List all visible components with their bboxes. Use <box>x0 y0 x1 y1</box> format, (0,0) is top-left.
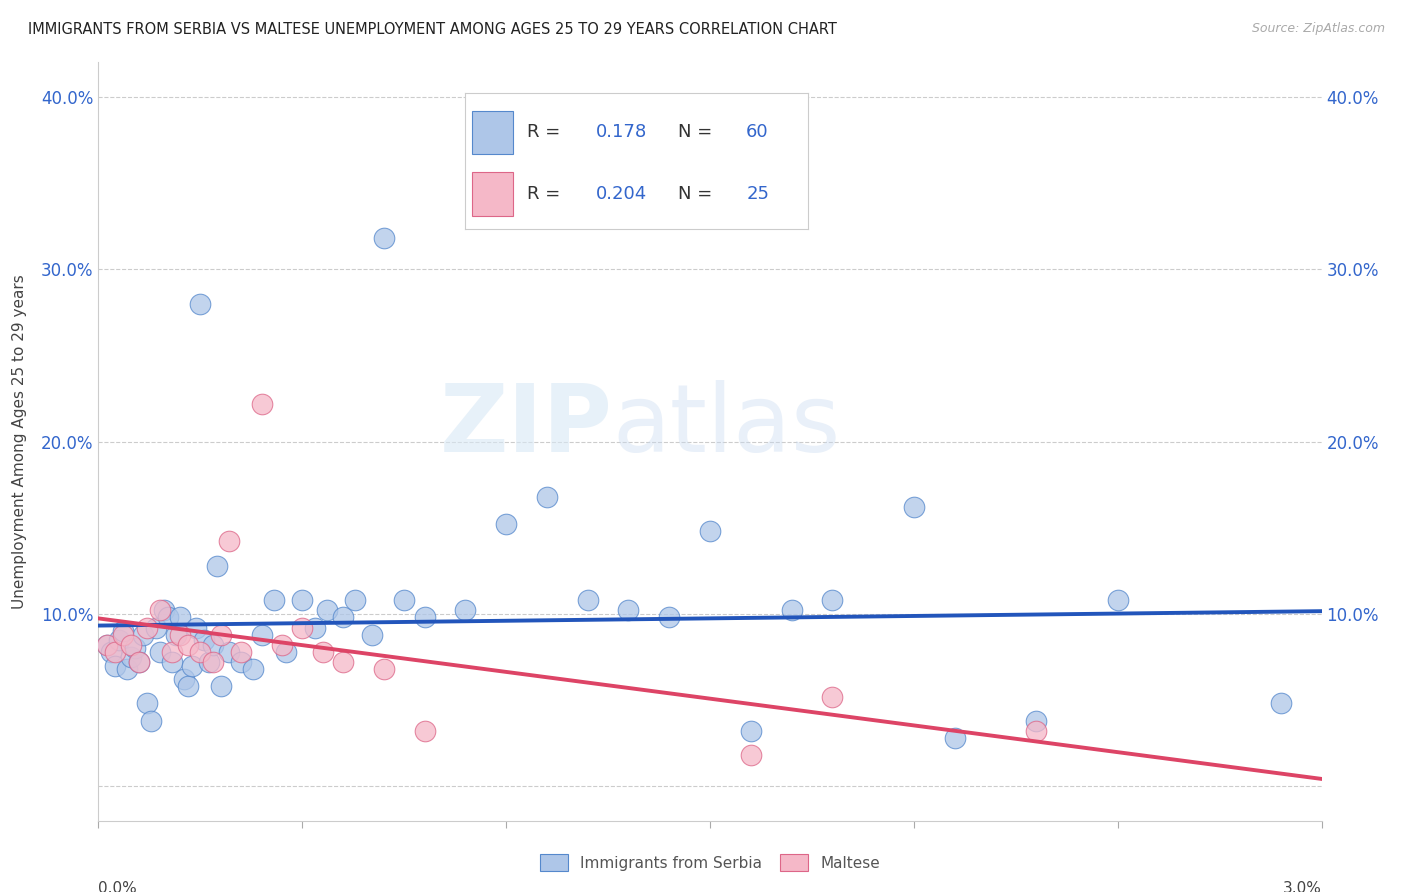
Point <box>201 655 224 669</box>
Point <box>173 673 195 687</box>
Point <box>128 655 150 669</box>
Text: 0.0%: 0.0% <box>98 881 138 892</box>
Point <box>740 748 762 763</box>
Point <box>201 638 224 652</box>
Point <box>218 534 240 549</box>
Point <box>136 697 159 711</box>
Point <box>96 638 118 652</box>
Point <box>115 662 138 676</box>
Point <box>291 593 314 607</box>
Point <box>181 658 204 673</box>
Point <box>780 603 803 617</box>
Point <box>242 662 264 676</box>
Text: ZIP: ZIP <box>439 380 612 473</box>
Point <box>1025 714 1047 728</box>
Point <box>141 714 163 728</box>
Point <box>132 627 155 641</box>
Point <box>136 621 159 635</box>
Point <box>111 624 134 639</box>
Legend: Immigrants from Serbia, Maltese: Immigrants from Serbia, Maltese <box>534 847 886 878</box>
Point <box>344 593 367 607</box>
Point <box>188 645 211 659</box>
Text: 3.0%: 3.0% <box>1282 881 1322 892</box>
Point <box>821 593 844 607</box>
Point <box>699 524 721 538</box>
Point <box>193 632 215 647</box>
Point <box>250 627 273 641</box>
Point <box>250 396 273 410</box>
Point <box>315 603 337 617</box>
Point <box>454 603 477 617</box>
Text: IMMIGRANTS FROM SERBIA VS MALTESE UNEMPLOYMENT AMONG AGES 25 TO 29 YEARS CORRELA: IMMIGRANTS FROM SERBIA VS MALTESE UNEMPL… <box>28 22 837 37</box>
Text: Source: ZipAtlas.com: Source: ZipAtlas.com <box>1251 22 1385 36</box>
Point <box>332 610 354 624</box>
Point <box>188 296 211 310</box>
Point <box>169 627 191 641</box>
Point <box>156 610 179 624</box>
Point <box>108 632 131 647</box>
Point <box>100 645 122 659</box>
Point <box>96 638 118 652</box>
Point <box>1107 593 1129 607</box>
Point <box>165 627 187 641</box>
Point <box>740 724 762 739</box>
Point <box>903 500 925 514</box>
Point <box>120 638 142 652</box>
Text: atlas: atlas <box>612 380 841 473</box>
Point <box>1270 697 1292 711</box>
Y-axis label: Unemployment Among Ages 25 to 29 years: Unemployment Among Ages 25 to 29 years <box>13 274 27 609</box>
Point <box>658 610 681 624</box>
Point <box>821 690 844 704</box>
Point <box>413 724 436 739</box>
Point <box>205 558 228 573</box>
Point <box>576 593 599 607</box>
Point <box>229 655 253 669</box>
Point <box>392 593 416 607</box>
Point <box>536 490 558 504</box>
Point <box>218 645 240 659</box>
Point <box>304 621 326 635</box>
Point <box>149 603 172 617</box>
Point <box>274 645 297 659</box>
Point <box>1025 724 1047 739</box>
Point <box>360 627 382 641</box>
Point <box>291 621 314 635</box>
Point <box>120 649 142 664</box>
Point <box>229 645 253 659</box>
Point <box>104 658 127 673</box>
Point <box>263 593 285 607</box>
Point <box>617 603 640 617</box>
Point <box>943 731 966 745</box>
Point <box>128 655 150 669</box>
Point <box>104 645 127 659</box>
Point <box>373 231 395 245</box>
Point <box>332 655 354 669</box>
Point <box>124 641 146 656</box>
Point <box>186 621 208 635</box>
Point <box>209 679 232 693</box>
Point <box>177 679 200 693</box>
Point <box>177 638 200 652</box>
Point <box>197 655 219 669</box>
Point <box>152 603 174 617</box>
Point <box>145 621 167 635</box>
Point <box>270 638 292 652</box>
Point <box>169 610 191 624</box>
Point <box>160 655 183 669</box>
Point <box>209 627 232 641</box>
Point <box>160 645 183 659</box>
Point <box>373 662 395 676</box>
Point <box>149 645 172 659</box>
Point <box>495 517 517 532</box>
Point <box>413 610 436 624</box>
Point <box>111 627 134 641</box>
Point <box>311 645 335 659</box>
